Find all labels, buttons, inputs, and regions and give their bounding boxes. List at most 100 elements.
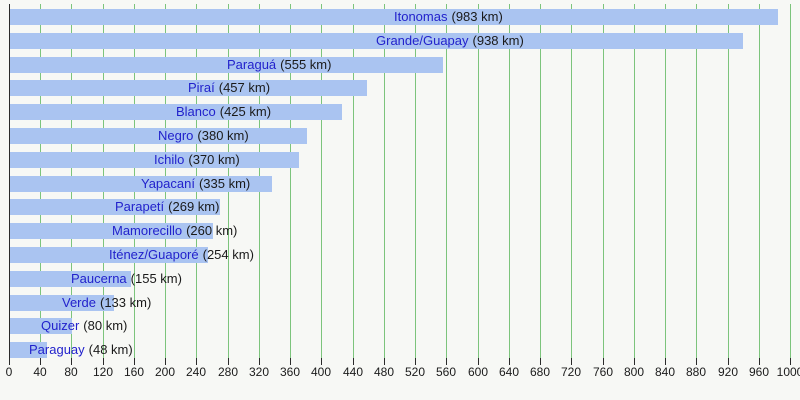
bar <box>10 342 47 358</box>
gridline <box>509 4 510 358</box>
river-value: (254 km) <box>202 247 254 262</box>
bar-label: Negro (380 km) <box>158 128 249 144</box>
river-link[interactable]: Negro <box>158 128 194 143</box>
gridline <box>540 4 541 358</box>
bar-label: Mamorecillo (260 km) <box>112 223 237 239</box>
bar-row: Yapacaní (335 km) <box>10 176 794 192</box>
x-tick-label: 120 <box>92 365 114 379</box>
river-value: (80 km) <box>83 318 128 333</box>
bar <box>10 247 208 263</box>
x-tick-label: 0 <box>5 365 13 379</box>
bar-label: Paraguá (555 km) <box>227 57 331 73</box>
bar-row: Piraí (457 km) <box>10 80 794 96</box>
bar-row: Mamorecillo (260 km) <box>10 223 794 239</box>
river-link[interactable]: Mamorecillo <box>112 223 183 238</box>
x-tick-label: 560 <box>435 365 457 379</box>
x-tick-label: 200 <box>154 365 176 379</box>
bar <box>10 199 220 215</box>
river-link[interactable]: Itonomas <box>394 9 448 24</box>
x-tick-label: 720 <box>560 365 582 379</box>
x-tick <box>103 358 104 365</box>
x-tick-label: 440 <box>342 365 364 379</box>
river-link[interactable]: Ichilo <box>154 152 185 167</box>
bar-label: Paucerna (155 km) <box>71 271 182 287</box>
gridline <box>415 4 416 358</box>
river-link[interactable]: Yapacaní <box>141 176 195 191</box>
bar-row: Itonomas (983 km) <box>10 9 794 25</box>
bar-row: Paraguay (48 km) <box>10 342 794 358</box>
bar-row: Blanco (425 km) <box>10 104 794 120</box>
bar <box>10 33 743 49</box>
bar <box>10 152 299 168</box>
x-tick-label: 960 <box>748 365 770 379</box>
bar <box>10 295 114 311</box>
bar-row: Negro (380 km) <box>10 128 794 144</box>
river-link[interactable]: Grande/Guapay <box>376 33 469 48</box>
bar-label: Ichilo (370 km) <box>154 152 240 168</box>
bar-label: Itonomas (983 km) <box>394 9 503 25</box>
gridline <box>353 4 354 358</box>
river-value: (155 km) <box>130 271 182 286</box>
x-tick <box>321 358 322 365</box>
river-link[interactable]: Paraguay <box>29 342 85 357</box>
river-link[interactable]: Parapetí <box>115 199 165 214</box>
bar-label: Blanco (425 km) <box>176 104 271 120</box>
gridline <box>478 4 479 358</box>
x-tick-label: 40 <box>33 365 47 379</box>
x-tick <box>165 358 166 365</box>
bar-label: Verde (133 km) <box>62 295 151 311</box>
river-value: (269 km) <box>168 199 220 214</box>
river-link[interactable]: Blanco <box>176 104 216 119</box>
x-tick-label: 680 <box>529 365 551 379</box>
river-link[interactable]: Iténez/Guaporé <box>109 247 199 262</box>
river-value: (938 km) <box>472 33 524 48</box>
gridline <box>790 4 791 358</box>
river-link[interactable]: Quizer <box>41 318 80 333</box>
x-tick <box>384 358 385 365</box>
x-tick <box>290 358 291 365</box>
x-tick <box>509 358 510 365</box>
x-tick <box>196 358 197 365</box>
x-tick <box>446 358 447 365</box>
river-value: (48 km) <box>88 342 133 357</box>
x-tick-label: 240 <box>185 365 207 379</box>
river-value: (133 km) <box>99 295 152 310</box>
bar <box>10 128 307 144</box>
x-tick <box>759 358 760 365</box>
x-tick <box>9 358 10 365</box>
x-tick-label: 800 <box>623 365 645 379</box>
bar <box>10 80 367 96</box>
bar <box>10 9 778 25</box>
x-tick-label: 400 <box>310 365 332 379</box>
river-link[interactable]: Verde <box>62 295 96 310</box>
river-link[interactable]: Paucerna <box>71 271 127 286</box>
x-tick <box>634 358 635 365</box>
x-tick <box>228 358 229 365</box>
y-axis-line <box>9 4 10 365</box>
x-tick-label: 80 <box>64 365 78 379</box>
gridline <box>290 4 291 358</box>
gridline <box>446 4 447 358</box>
bar-label: Grande/Guapay (938 km) <box>376 33 524 49</box>
bar-label: Quizer (80 km) <box>41 318 127 334</box>
x-tick <box>728 358 729 365</box>
river-link[interactable]: Paraguá <box>227 57 277 72</box>
river-value: (425 km) <box>219 104 272 119</box>
gridline <box>634 4 635 358</box>
plot-area: Itonomas (983 km) Grande/Guapay (938 km) Par… <box>5 4 800 396</box>
x-tick <box>478 358 479 365</box>
river-link[interactable]: Piraí <box>188 80 215 95</box>
x-tick <box>665 358 666 365</box>
x-tick <box>134 358 135 365</box>
river-value: (983 km) <box>451 9 503 24</box>
bar-row: Paucerna (155 km) <box>10 271 794 287</box>
gridline <box>728 4 729 358</box>
bar <box>10 318 72 334</box>
x-tick-label: 640 <box>498 365 520 379</box>
x-tick <box>415 358 416 365</box>
gridline <box>321 4 322 358</box>
bar-row: Grande/Guapay (938 km) <box>10 33 794 49</box>
bar-row: Iténez/Guaporé (254 km) <box>10 247 794 263</box>
x-tick <box>603 358 604 365</box>
bar-label: Yapacaní (335 km) <box>141 176 250 192</box>
